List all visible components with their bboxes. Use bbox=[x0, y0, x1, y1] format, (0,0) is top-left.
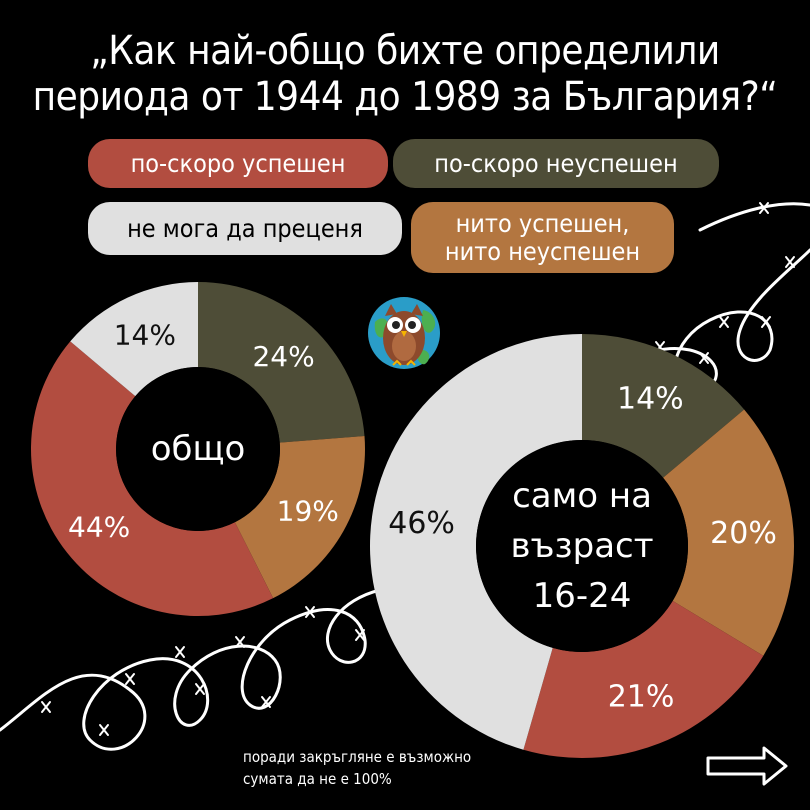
slice-label-successful: 44% bbox=[68, 511, 130, 544]
slice-label-successful: 21% bbox=[608, 679, 675, 714]
donut-hole bbox=[476, 440, 688, 652]
footnote-line-2: сумата да не е 100% bbox=[243, 770, 392, 788]
slice-label-neither: 20% bbox=[710, 516, 777, 551]
legend-label-line-1: нито успешен, bbox=[455, 208, 630, 238]
chart-center-label: възраст bbox=[510, 526, 653, 566]
slice-unsuccessful bbox=[582, 334, 745, 478]
slice-successful bbox=[30, 341, 274, 616]
legend-item-unsuccessful: по-скоро неуспешен bbox=[393, 139, 719, 188]
slice-successful bbox=[523, 600, 764, 758]
slice-cant-judge bbox=[70, 282, 198, 397]
arrow-right-icon[interactable] bbox=[704, 744, 790, 788]
footnote-line-1: поради закръгляне е възможно bbox=[243, 748, 472, 766]
chart-center-label: само на bbox=[512, 476, 652, 516]
slice-neither bbox=[663, 409, 794, 656]
chart-center-label: общо bbox=[151, 429, 246, 469]
page-title: „Как най-общо бихте определили периода о… bbox=[0, 28, 810, 120]
slice-label-unsuccessful: 14% bbox=[617, 382, 684, 417]
footnote: поради закръгляне е възможно сумата да н… bbox=[243, 746, 471, 790]
slice-label-cant-judge: 46% bbox=[388, 506, 455, 541]
donut-chart-1: 24% 19% 44% 14% общо bbox=[30, 282, 365, 616]
donut-hole bbox=[116, 367, 280, 531]
chart-center-label: 16-24 bbox=[533, 576, 632, 616]
slice-unsuccessful bbox=[198, 282, 365, 443]
slice-label-cant-judge: 14% bbox=[114, 318, 176, 351]
slice-cant-judge bbox=[370, 334, 582, 750]
legend-label: не мога да преценя bbox=[127, 213, 363, 243]
donut-chart-2: 14% 20% 21% 46% само на възраст 16-24 bbox=[370, 334, 794, 758]
title-line-2: периода от 1944 до 1989 за България?“ bbox=[32, 74, 778, 120]
legend-item-cant-judge: не мога да преценя bbox=[88, 202, 402, 255]
legend-label: по-скоро неуспешен bbox=[434, 148, 678, 178]
slice-label-unsuccessful: 24% bbox=[252, 340, 314, 373]
slice-neither bbox=[234, 436, 365, 599]
legend-item-neither: нито успешен, нито неуспешен bbox=[411, 202, 674, 273]
legend-label: по-скоро успешен bbox=[130, 148, 346, 178]
title-line-1: „Как най-общо бихте определили bbox=[90, 28, 720, 74]
slice-label-neither: 19% bbox=[277, 494, 339, 527]
legend-label-line-2: нито неуспешен bbox=[444, 236, 641, 266]
legend-item-successful: по-скоро успешен bbox=[88, 139, 388, 188]
owl-globe-icon bbox=[368, 297, 440, 369]
